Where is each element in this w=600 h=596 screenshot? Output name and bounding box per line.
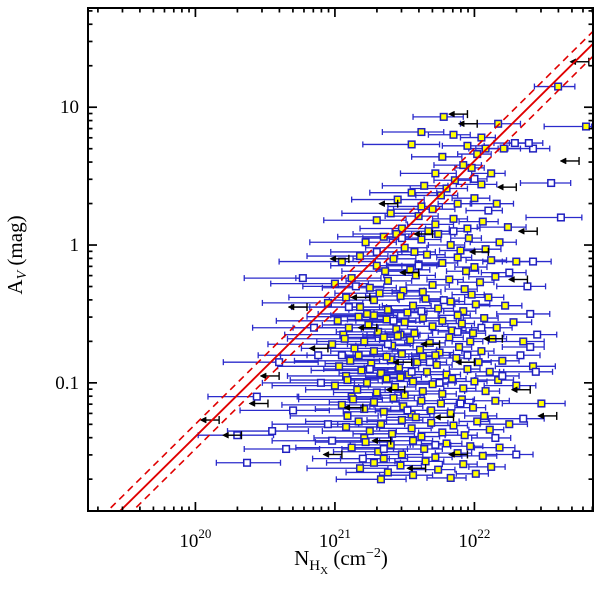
y-axis-title: AV (mag) xyxy=(3,215,30,294)
tick-labels: 1020 1021 1022 0.1 1 10 xyxy=(55,97,490,552)
x-tick-label: 1022 xyxy=(458,526,490,552)
y-tick-label: 10 xyxy=(60,97,79,118)
y-tick-label: 0.1 xyxy=(55,373,79,394)
x-tick-label: 1021 xyxy=(319,526,351,552)
square-markers xyxy=(233,82,591,484)
data-points xyxy=(197,57,593,484)
upper-limit-arrows xyxy=(199,57,590,473)
axis-ticks xyxy=(88,8,594,511)
plot-frame xyxy=(87,7,594,512)
x-tick-label: 1020 xyxy=(179,526,211,552)
x-axis-title: NHX (cm−2) xyxy=(294,546,388,577)
y-tick-label: 1 xyxy=(70,235,80,256)
